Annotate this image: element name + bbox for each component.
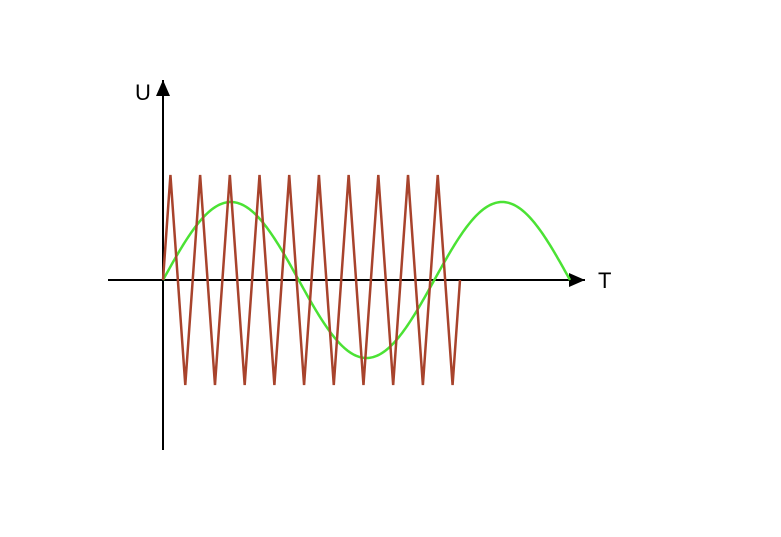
triangle-wave [163,175,460,385]
x-axis-arrow [569,273,585,287]
axes [108,80,585,450]
y-axis-label: U [135,80,151,105]
y-axis-arrow [156,80,170,96]
x-axis-label: T [598,268,611,293]
waveform-chart: UT [0,0,781,537]
